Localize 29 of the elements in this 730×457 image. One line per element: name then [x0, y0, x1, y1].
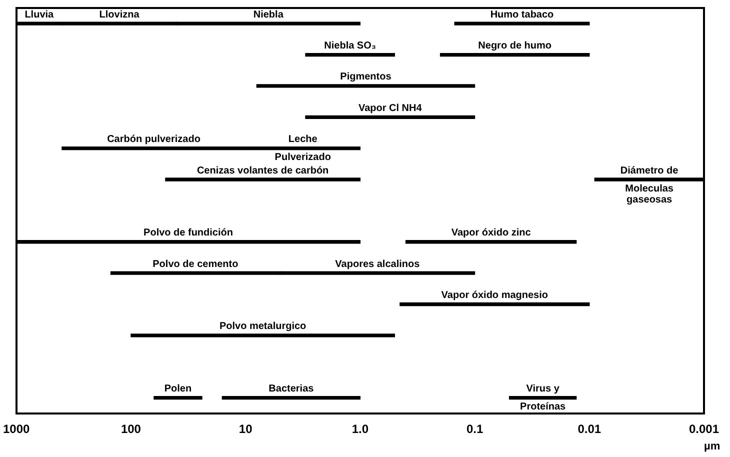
series-label: Llovizna	[99, 9, 140, 20]
series-label: Polvo de fundición	[144, 228, 233, 239]
series-label: Polen	[164, 384, 192, 395]
series-label: Lluvia	[24, 9, 54, 20]
x-tick-label: 0.01	[578, 422, 602, 436]
series-label: Diámetro de Moleculas gaseosas	[620, 165, 679, 206]
series-label: Vapores alcalinos	[335, 258, 420, 270]
series-label: Carbón pulverizado	[107, 134, 200, 146]
x-tick-label: 1.0	[352, 422, 369, 436]
series-label: Pigmentos	[340, 72, 392, 83]
x-tick-label: 10	[238, 422, 253, 436]
series-label: Niebla SO₃	[324, 40, 376, 52]
x-tick-label: 0.001	[688, 422, 720, 436]
series-label: Virus y Proteínas	[520, 384, 566, 413]
series-label: Humo tabaco	[490, 9, 554, 20]
x-tick-label: 100	[120, 422, 142, 436]
series-label: Niebla	[253, 9, 284, 20]
series-label: Negro de humo	[478, 40, 552, 52]
x-axis-title: µm	[704, 440, 720, 452]
series-label: Vapor Cl NH4	[358, 102, 422, 114]
series-label: Leche Pulverizado	[274, 134, 331, 164]
series-label: Vapor óxido zinc	[451, 228, 532, 239]
x-tick-label: 0.1	[466, 422, 484, 436]
series-label: Polvo metalurgico	[219, 321, 306, 332]
series-label: Polvo de cemento	[152, 258, 238, 270]
x-tick-label: 1000	[2, 422, 30, 436]
series-label: Vapor óxido magnesio	[441, 290, 548, 302]
series-label: Cenizas volantes de carbón	[196, 165, 329, 176]
series-label: Bacterias	[268, 384, 314, 395]
